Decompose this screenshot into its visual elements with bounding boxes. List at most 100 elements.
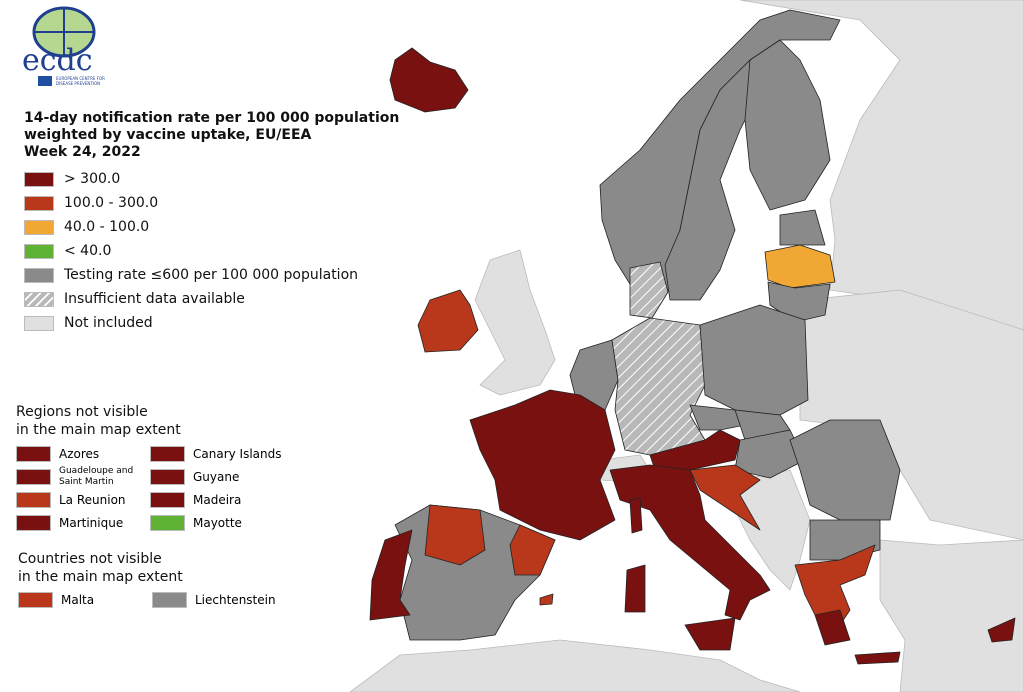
ireland [417,289,479,353]
title-line-2: weighted by vaccine uptake, EU/EEA [24,127,312,143]
regions-label: Guyane [193,470,240,484]
title-line-1: 14-day notification rate per 100 000 pop… [24,110,400,126]
regions-swatch [16,469,51,485]
latvia [764,244,836,289]
slovenia-croatia [689,464,761,531]
countries-label: Liechtenstein [195,593,276,607]
legend-swatch [24,315,54,331]
svg-text:ecdc: ecdc [22,43,93,78]
spain-catalonia-region [509,524,556,576]
estonia [779,209,826,246]
sardinia [624,564,646,613]
legend-label: 40.0 - 100.0 [64,219,150,235]
regions-label: Azores [59,447,100,461]
france [469,389,616,541]
countries-swatch [18,592,53,608]
countries-heading-line-2: in the main map extent [18,569,183,585]
legend-item: > 300.0 [24,167,358,191]
iceland [389,47,469,113]
legend: > 300.0 100.0 - 300.0 40.0 - 100.0 < 40.0 Te… [24,167,358,335]
legend-item: 40.0 - 100.0 [24,215,358,239]
legend-label: > 300.0 [64,171,121,187]
legend-label: Insufficient data available [64,291,245,307]
countries-item: Malta [18,592,152,608]
regions-swatch [16,492,51,508]
north-africa-region [349,639,801,692]
russia-region [739,0,1024,331]
regions-swatch [16,446,51,462]
regions-item: Guyane [150,469,290,485]
greece-south-region [814,609,851,646]
legend-swatch [24,267,54,283]
regions-label: Martinique [59,516,124,530]
regions-label: Guadeloupe and Saint Martin [59,466,134,487]
spain-north-region [424,504,486,566]
regions-legend: Azores Canary Islands Guadeloupe and Saint… [16,446,290,531]
balkans-region [734,469,811,591]
svg-text:EUROPEAN CENTRE FOR: EUROPEAN CENTRE FOR [56,76,105,81]
turkey-region [879,539,1024,692]
greece [794,544,876,626]
countries-heading: Countries not visible in the main map ex… [18,550,183,586]
czechia [689,404,746,431]
regions-item: Mayotte [150,515,290,531]
legend-swatch [24,243,54,259]
legend-swatch [24,291,54,307]
legend-swatch [24,219,54,235]
map-title: 14-day notification rate per 100 000 pop… [24,110,399,161]
legend-label: Testing rate ≤600 per 100 000 population [64,267,359,283]
countries-legend: Malta Liechtenstein [18,592,292,608]
legend-item: Not included [24,311,358,335]
ecdc-logo: ecdc EUROPEAN CENTRE FOR DISEASE PREVENT… [16,4,116,90]
germany [611,317,706,456]
regions-item: Azores [16,446,150,462]
regions-item: Martinique [16,515,150,531]
legend-label: < 40.0 [64,243,112,259]
legend-swatch [24,195,54,211]
regions-label: Canary Islands [193,447,282,461]
legend-swatch [24,171,54,187]
countries-heading-line-1: Countries not visible [18,551,162,567]
regions-swatch [150,469,185,485]
legend-label: Not included [64,315,153,331]
portugal [369,529,413,621]
regions-swatch [150,492,185,508]
legend-item: Testing rate ≤600 per 100 000 population [24,263,358,287]
regions-heading-line-1: Regions not visible [16,404,148,420]
countries-item: Liechtenstein [152,592,292,608]
legend-item: Insufficient data available [24,287,358,311]
regions-label: Mayotte [193,516,242,530]
regions-item: Madeira [150,492,290,508]
regions-heading-line-2: in the main map extent [16,422,181,438]
lithuania [767,281,831,323]
crete [854,651,901,665]
regions-swatch [150,446,185,462]
svg-text:DISEASE PREVENTION: DISEASE PREVENTION [56,81,100,86]
finland [744,39,831,211]
romania [789,419,901,521]
regions-heading: Regions not visible in the main map exte… [16,403,181,439]
legend-label: 100.0 - 300.0 [64,195,159,211]
sicily [684,617,736,651]
regions-item: Canary Islands [150,446,290,462]
denmark [629,261,669,319]
legend-item: 100.0 - 300.0 [24,191,358,215]
regions-item: Guadeloupe and Saint Martin [16,466,150,487]
title-line-3: Week 24, 2022 [24,144,141,160]
regions-swatch [150,515,185,531]
countries-label: Malta [61,593,95,607]
regions-label: Madeira [193,493,242,507]
regions-swatch [16,515,51,531]
legend-item: < 40.0 [24,239,358,263]
sweden [664,59,761,301]
balearic-islands [539,593,554,606]
corsica [629,497,643,534]
cyprus [987,617,1016,643]
italy [609,464,771,621]
regions-item: La Reunion [16,492,150,508]
countries-swatch [152,592,187,608]
regions-label: La Reunion [59,493,126,507]
poland [699,304,809,416]
